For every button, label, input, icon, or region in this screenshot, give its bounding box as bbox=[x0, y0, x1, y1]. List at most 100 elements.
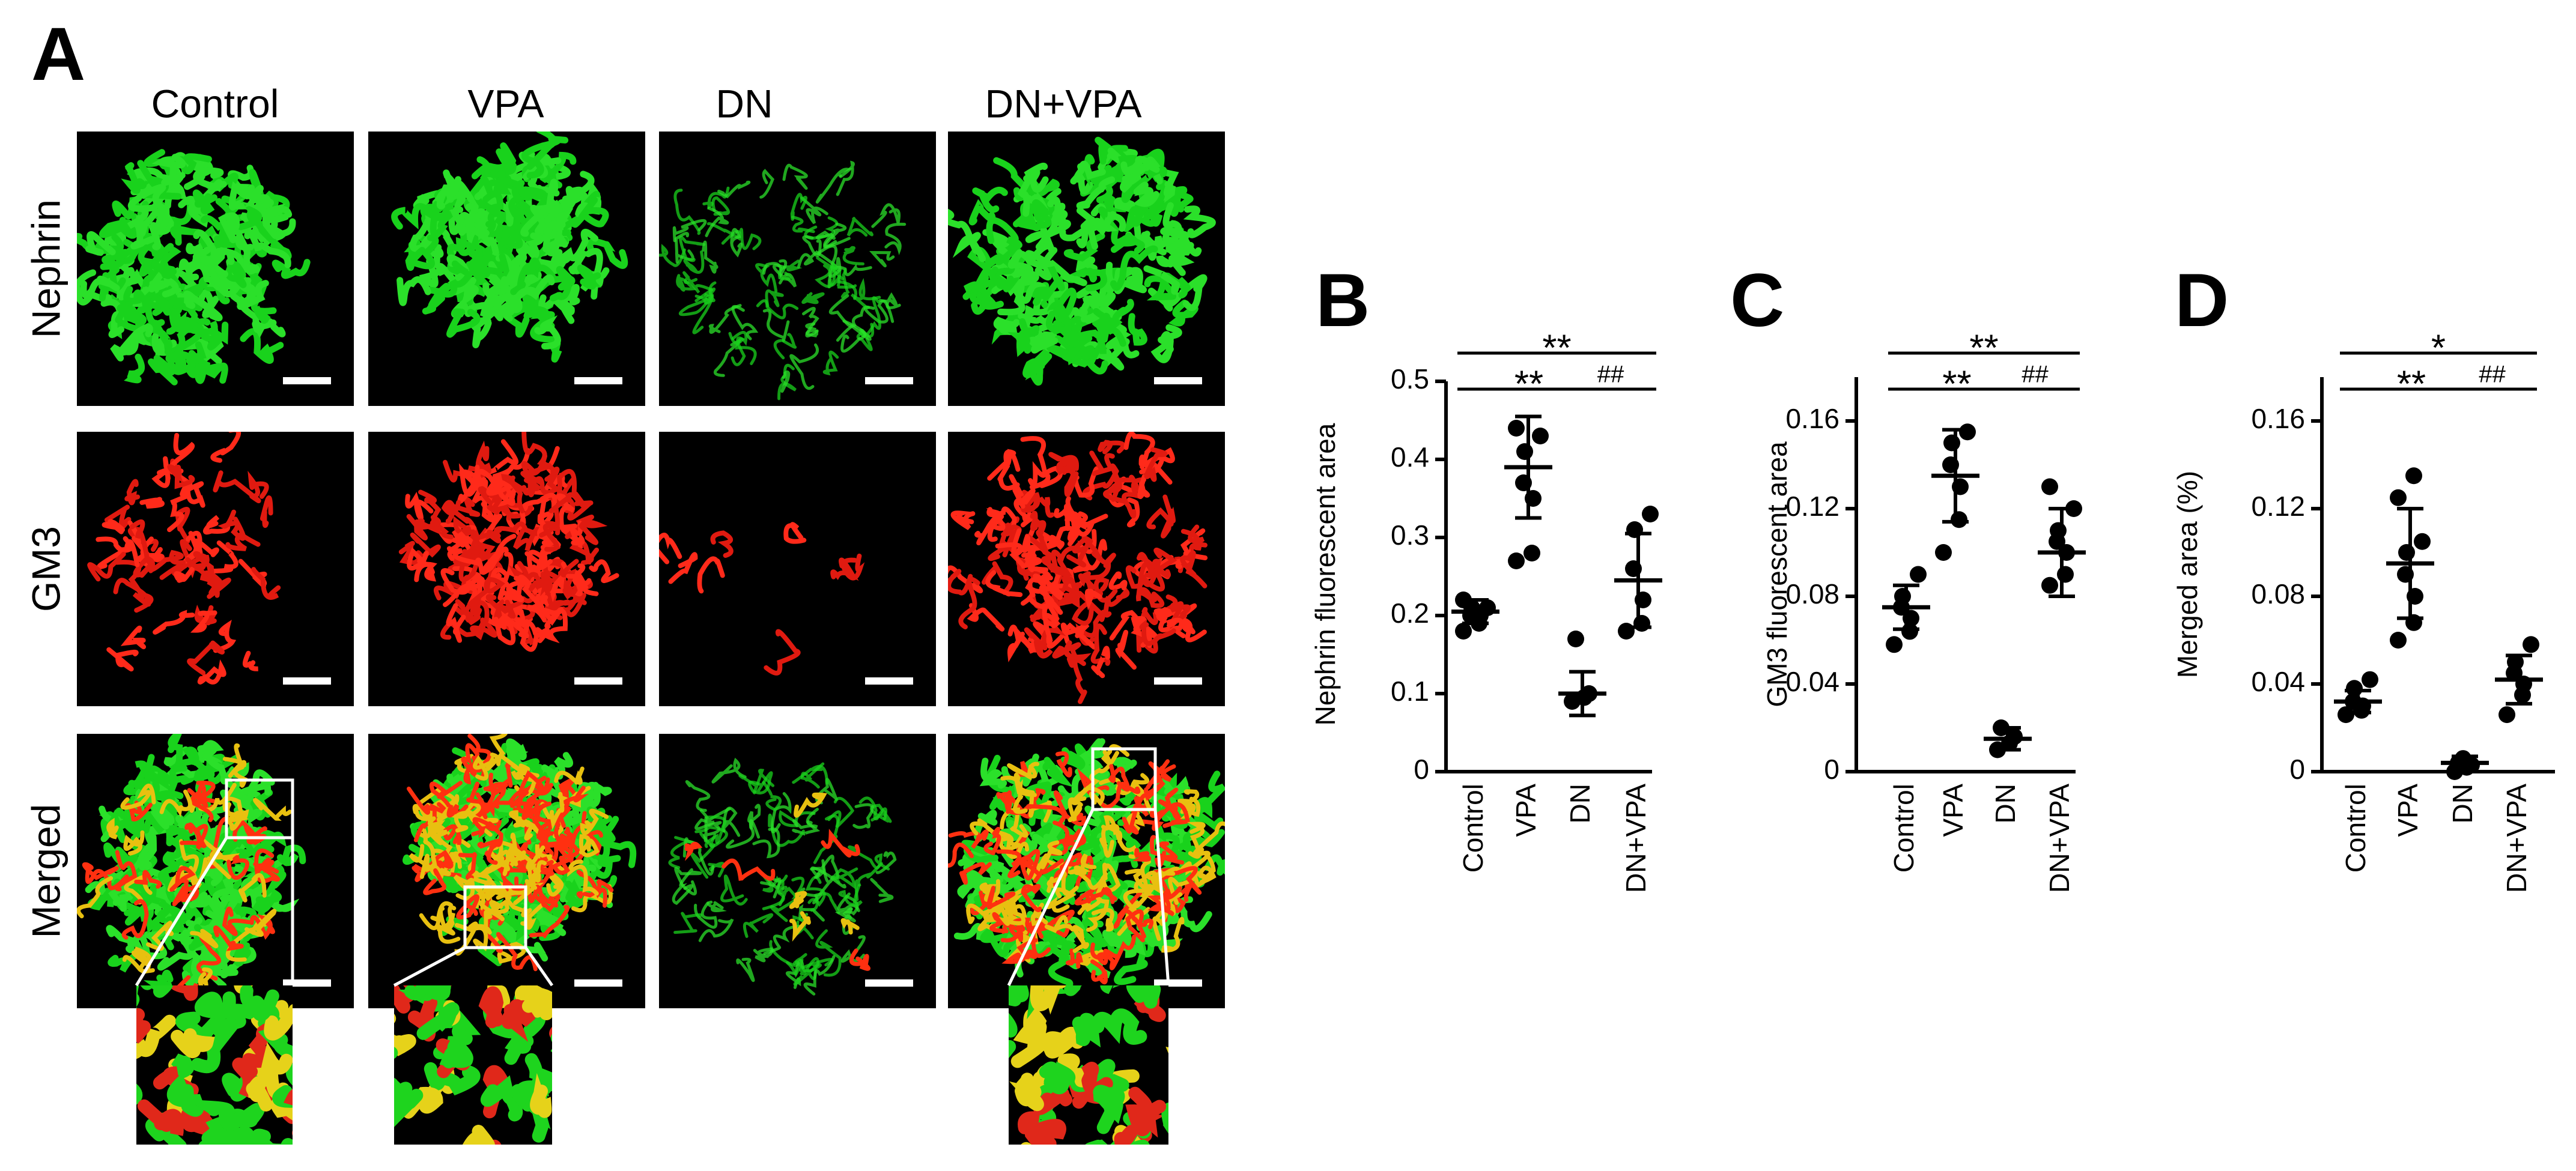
stain bbox=[182, 746, 199, 766]
stain bbox=[148, 269, 179, 298]
stain bbox=[789, 911, 811, 942]
stain bbox=[690, 832, 715, 879]
stain bbox=[440, 867, 459, 893]
stain bbox=[1083, 267, 1107, 292]
row-label: Merged bbox=[23, 804, 68, 939]
stain bbox=[1139, 619, 1176, 646]
stain bbox=[1072, 1012, 1101, 1048]
column-header: DN bbox=[715, 81, 773, 126]
stain bbox=[1204, 854, 1225, 876]
stain bbox=[151, 332, 177, 360]
stain bbox=[1068, 797, 1083, 823]
stain bbox=[225, 531, 261, 551]
data-point bbox=[1455, 623, 1472, 640]
stain bbox=[726, 819, 761, 849]
stain bbox=[1013, 788, 1046, 819]
panel-label: C bbox=[1730, 259, 1784, 342]
micrograph bbox=[659, 432, 936, 706]
stain bbox=[1155, 841, 1185, 865]
stain bbox=[790, 193, 807, 221]
stain bbox=[1009, 1073, 1044, 1112]
stain bbox=[246, 1076, 273, 1112]
stain bbox=[836, 305, 870, 342]
stain bbox=[1039, 585, 1060, 629]
stain bbox=[207, 572, 231, 599]
stain bbox=[549, 791, 565, 831]
stain bbox=[162, 841, 205, 869]
stain bbox=[406, 514, 442, 540]
x-tick-label: Control bbox=[1888, 784, 1919, 873]
stain bbox=[465, 210, 499, 256]
x-tick-label: DN bbox=[1990, 784, 2021, 823]
stain bbox=[674, 867, 702, 896]
stain bbox=[1158, 787, 1179, 814]
stain bbox=[187, 349, 211, 375]
stain bbox=[285, 1063, 293, 1086]
data-point bbox=[1633, 615, 1650, 632]
stain bbox=[840, 319, 867, 353]
stain bbox=[166, 285, 184, 333]
stain bbox=[560, 558, 579, 597]
stain bbox=[1180, 550, 1208, 589]
stain bbox=[253, 797, 292, 821]
stain bbox=[989, 266, 1021, 292]
data-point bbox=[1567, 631, 1584, 647]
stain bbox=[439, 1030, 473, 1069]
stain bbox=[499, 228, 523, 249]
stain bbox=[521, 257, 542, 275]
stain bbox=[589, 559, 619, 584]
stain bbox=[1084, 906, 1107, 941]
stain bbox=[1133, 181, 1159, 207]
stain bbox=[720, 874, 748, 906]
stain bbox=[1007, 625, 1025, 662]
stain bbox=[972, 187, 1008, 213]
stain bbox=[216, 837, 256, 864]
stain bbox=[526, 309, 555, 330]
data-point bbox=[2390, 489, 2407, 506]
stain bbox=[1063, 232, 1105, 262]
stain bbox=[685, 780, 711, 812]
stain bbox=[717, 180, 751, 199]
row-label: GM3 bbox=[23, 526, 68, 612]
data-point bbox=[1618, 623, 1635, 640]
stain bbox=[1009, 1012, 1018, 1038]
y-tick-label: 0.1 bbox=[1391, 676, 1429, 707]
stain bbox=[827, 796, 855, 829]
stain bbox=[762, 259, 788, 280]
stain bbox=[1091, 907, 1114, 932]
stain bbox=[659, 533, 682, 564]
data-point bbox=[1642, 506, 1659, 522]
stain bbox=[244, 228, 291, 268]
stain bbox=[1033, 573, 1075, 598]
stain bbox=[528, 860, 547, 890]
stain bbox=[979, 757, 1007, 789]
stain bbox=[177, 290, 213, 318]
x-tick-label: Control bbox=[2340, 784, 2371, 873]
stain bbox=[1065, 828, 1087, 852]
y-tick-label: 0.12 bbox=[2251, 491, 2305, 522]
stain bbox=[1108, 764, 1131, 792]
column-header: DN+VPA bbox=[985, 81, 1141, 126]
stain bbox=[458, 463, 487, 497]
stain bbox=[821, 828, 860, 858]
stain bbox=[159, 539, 193, 580]
stain bbox=[97, 539, 140, 570]
stain bbox=[730, 228, 743, 258]
significance-label: ## bbox=[2479, 362, 2506, 388]
stain bbox=[870, 878, 894, 903]
stain bbox=[993, 157, 1035, 201]
stain bbox=[1047, 287, 1077, 318]
stain bbox=[1085, 1139, 1142, 1145]
stain bbox=[198, 967, 213, 996]
stain bbox=[228, 743, 247, 778]
stain bbox=[569, 520, 585, 546]
stain bbox=[1086, 336, 1108, 375]
stain bbox=[153, 610, 195, 635]
stain bbox=[1115, 629, 1137, 670]
data-point bbox=[2338, 706, 2354, 724]
zoom-line bbox=[1153, 809, 1170, 986]
stain bbox=[127, 520, 154, 557]
stain bbox=[152, 319, 184, 375]
stain bbox=[991, 858, 1035, 897]
